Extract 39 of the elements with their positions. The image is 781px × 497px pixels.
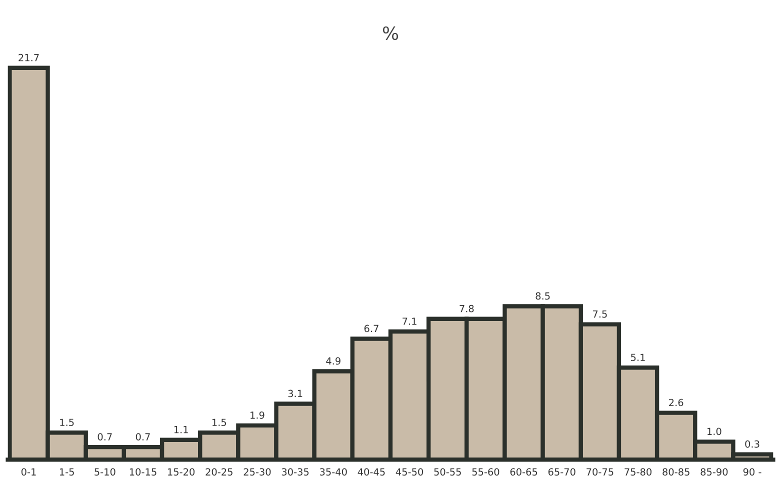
x-tick-label: 1-5 (60, 468, 74, 476)
x-tick-label: 80-85 (662, 468, 690, 476)
x-tick-label: 30-35 (282, 468, 309, 476)
data-label: 7.5 (593, 310, 607, 318)
x-tick-label: 55-60 (472, 468, 500, 476)
data-label: 8.5 (536, 292, 550, 300)
x-tick-label: 45-50 (396, 468, 424, 476)
data-label: 5.1 (631, 354, 645, 362)
x-tick-label: 20-25 (206, 468, 232, 476)
x-tick-label: 70-75 (586, 468, 614, 476)
x-tick-label: 60-65 (510, 468, 538, 476)
x-tick-label: 40-45 (358, 468, 385, 476)
x-tick-label: 65-70 (548, 468, 576, 476)
x-tick-label: 90 - (743, 468, 762, 476)
data-label: 6.7 (364, 324, 378, 332)
x-tick-label: 0-1 (21, 468, 36, 476)
x-tick-label: 10-15 (130, 468, 156, 476)
x-tick-label: 25-30 (244, 468, 271, 476)
data-label: 0.7 (136, 433, 150, 440)
data-label: 1.5 (60, 418, 74, 426)
x-tick-label: 35-40 (320, 468, 347, 476)
data-label: 7.8 (460, 304, 474, 312)
x-tick-label: 5-10 (94, 468, 116, 476)
x-tick-label: 75-80 (624, 468, 652, 476)
x-tick-label: 15-20 (168, 468, 195, 476)
data-label: 3.1 (288, 390, 302, 398)
data-label: 1.5 (212, 418, 226, 426)
data-label: 1.9 (250, 411, 264, 419)
data-label: 1.1 (174, 426, 188, 434)
data-label: 0.3 (745, 440, 760, 448)
data-label: 1.0 (708, 428, 722, 436)
data-label: 4.9 (326, 357, 340, 365)
x-tick-label: 50-55 (434, 468, 461, 476)
x-tick-label: 85-90 (700, 468, 728, 476)
data-label: 7.1 (402, 318, 416, 325)
data-label: 21.7 (18, 54, 39, 62)
data-label: 2.6 (669, 398, 684, 406)
chart-title: % (382, 26, 398, 40)
data-label: 0.7 (98, 433, 112, 440)
